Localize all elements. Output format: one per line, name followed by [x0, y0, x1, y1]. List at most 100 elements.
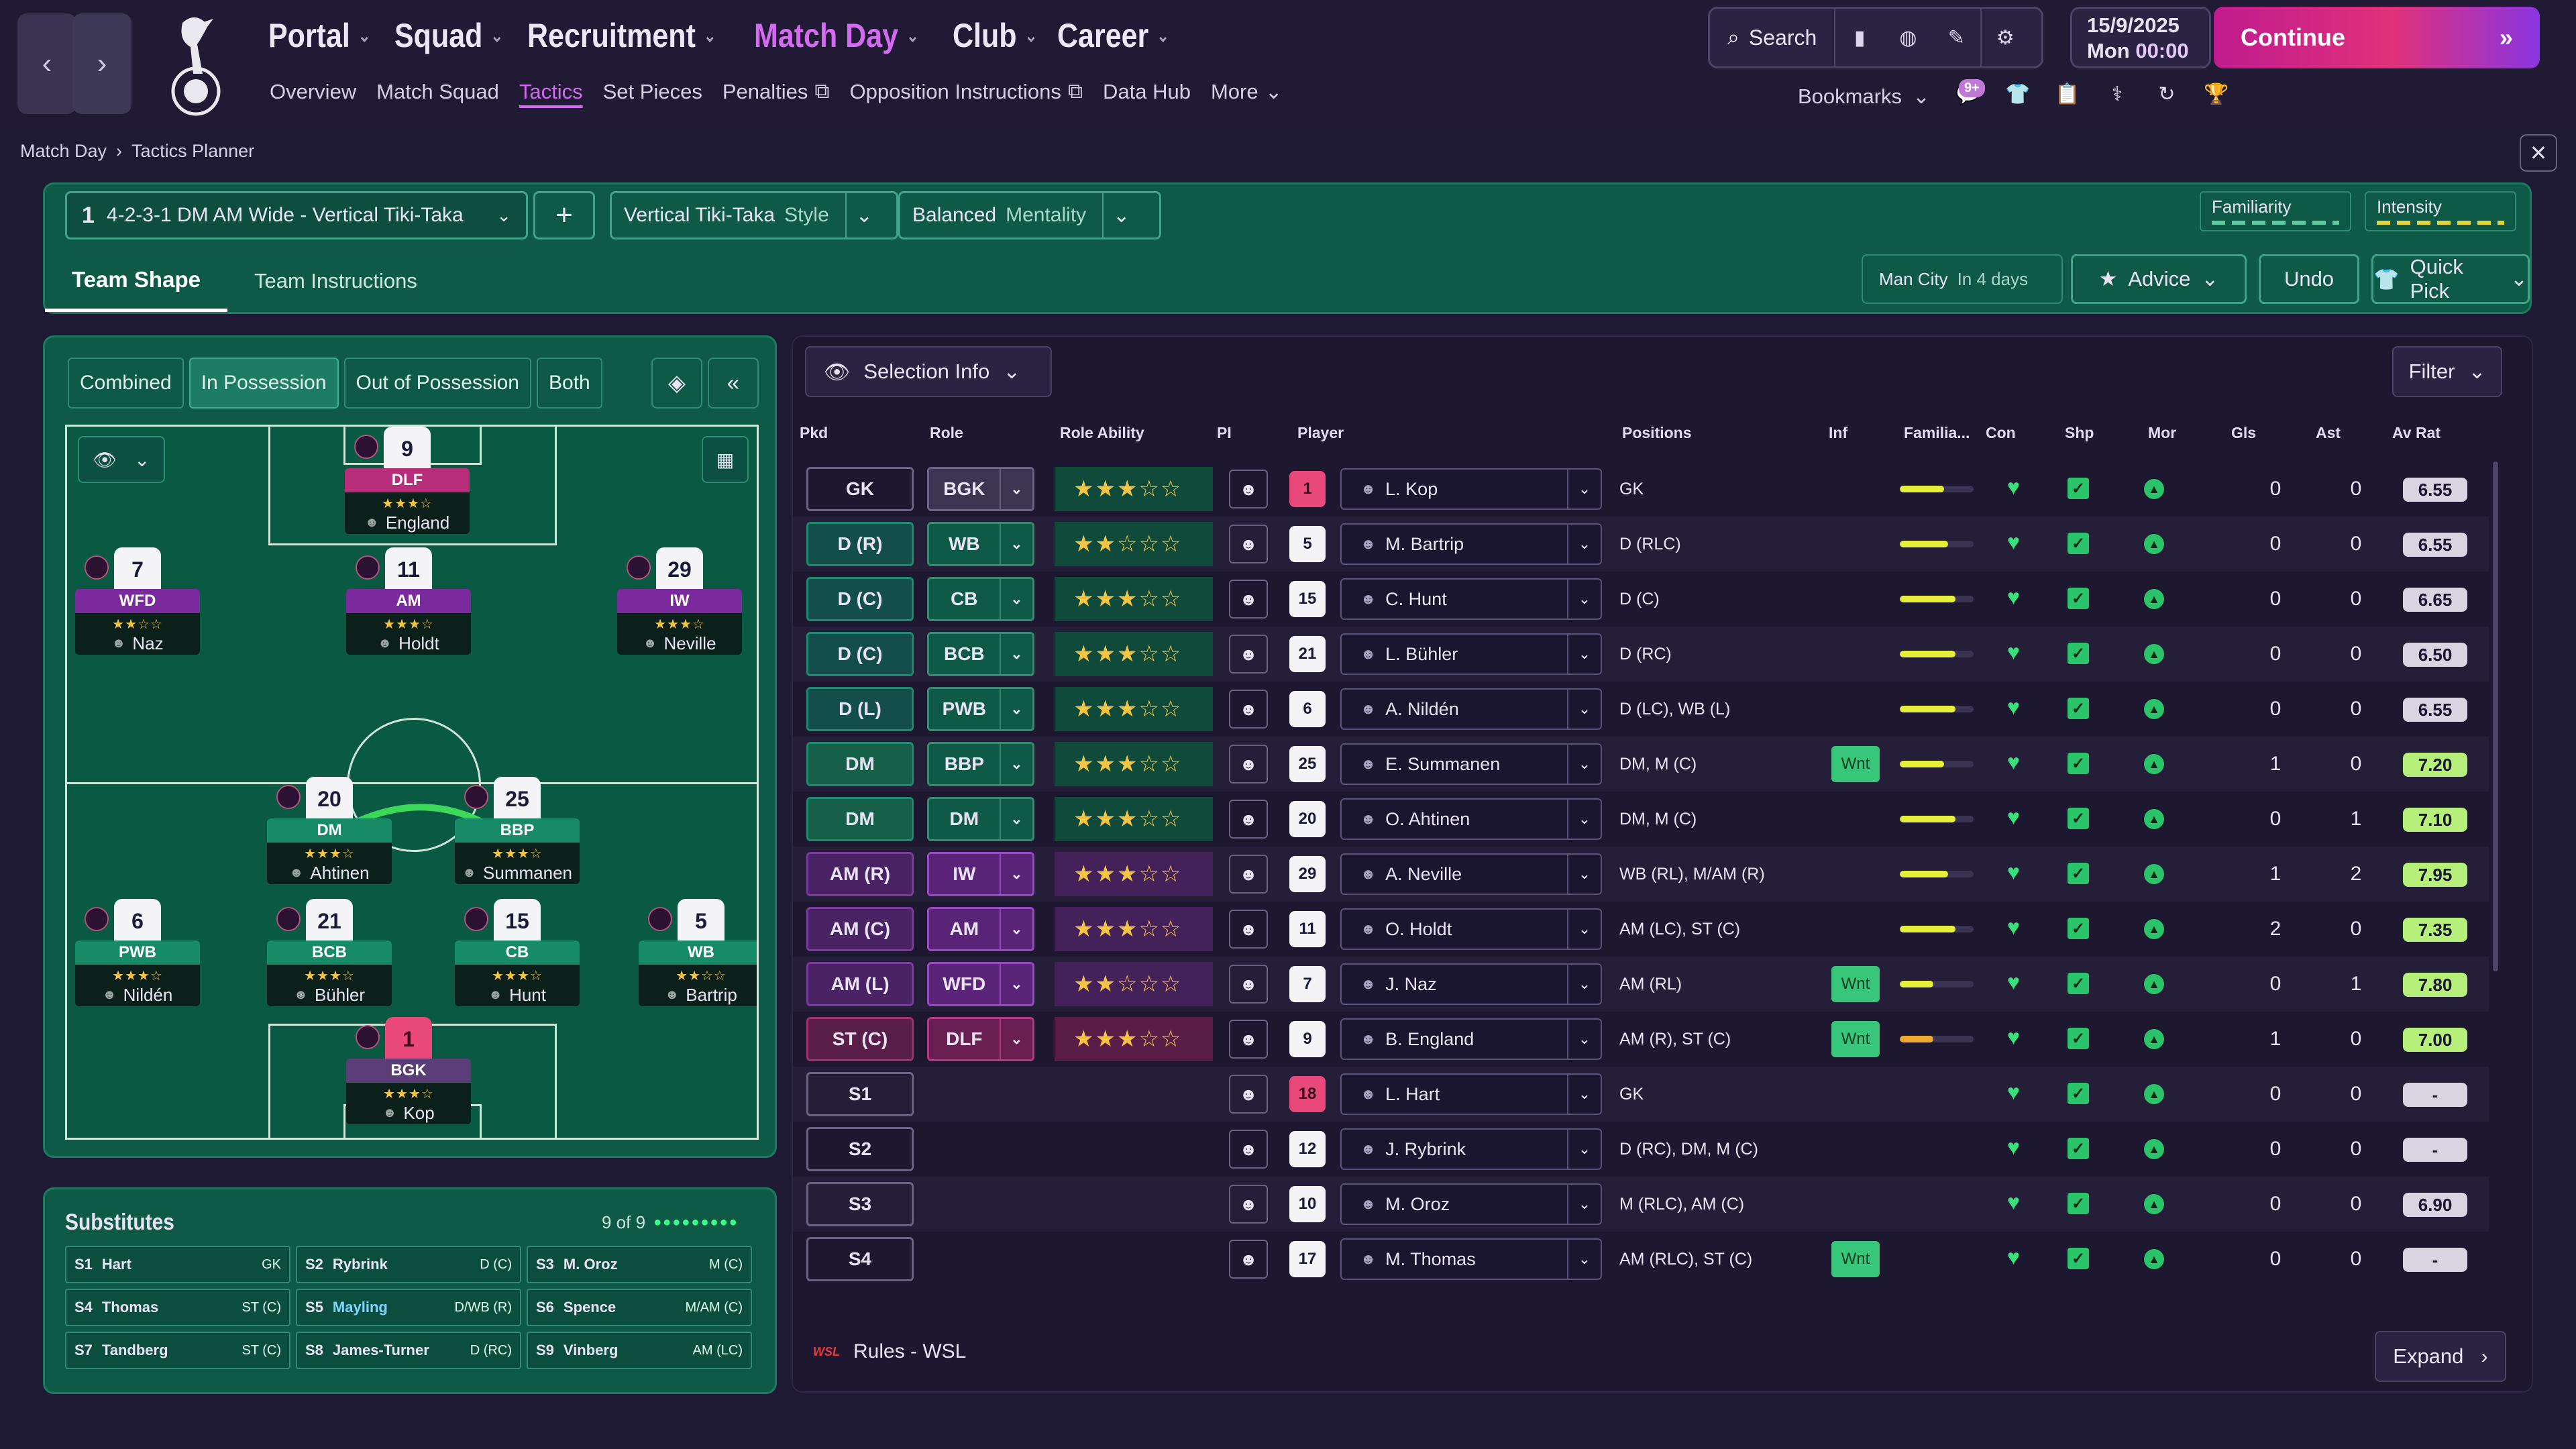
role-dropdown[interactable]: PWB ⌄ [927, 687, 1034, 731]
quick-pick-button[interactable]: 👕 Quick Pick ⌄ [2371, 254, 2530, 304]
clipboard-icon[interactable]: 📋 [2055, 83, 2080, 105]
substitute-slot[interactable]: S8 James-Turner D (RC) [296, 1332, 521, 1369]
nav-match-day[interactable]: Match Day ⌄ [754, 16, 919, 55]
notes-button[interactable]: ▮ [1835, 9, 1884, 66]
pitch-player[interactable]: 11 AM ★★★☆ ☻ Holdt [346, 547, 471, 668]
player-instructions-button[interactable]: ☻ [1229, 525, 1268, 564]
view-toggle[interactable]: 👁 ⌄ [78, 436, 165, 483]
picked-position[interactable]: AM (L) [806, 962, 914, 1006]
player-dropdown[interactable]: ☻ M. Thomas ⌄ [1340, 1238, 1602, 1280]
nav-career[interactable]: Career ⌄ [1057, 16, 1169, 55]
picked-position[interactable]: S2 [806, 1127, 914, 1171]
subnav-overview[interactable]: Overview [270, 79, 356, 104]
picked-position[interactable]: S4 [806, 1237, 914, 1281]
picked-position[interactable]: AM (R) [806, 852, 914, 896]
game-date[interactable]: 15/9/2025 Mon 00:00 [2070, 7, 2211, 68]
pitch-player[interactable]: 9 DLF ★★★☆ ☻ England [345, 427, 470, 547]
undo-button[interactable]: Undo [2259, 254, 2359, 304]
substitute-slot[interactable]: S4 Thomas ST (C) [65, 1289, 290, 1326]
pitch-player[interactable]: 25 BBP ★★★☆ ☻ Summanen [455, 777, 580, 898]
player-dropdown[interactable]: ☻ C. Hunt ⌄ [1340, 578, 1602, 620]
filter-button[interactable]: Filter ⌄ [2392, 346, 2502, 397]
player-dropdown[interactable]: ☻ A. Neville ⌄ [1340, 853, 1602, 895]
player-instructions-button[interactable]: ☻ [1229, 635, 1268, 674]
picked-position[interactable]: D (C) [806, 632, 914, 676]
add-tactic-button[interactable]: + [533, 191, 595, 239]
nav-club[interactable]: Club ⌄ [953, 16, 1037, 55]
role-dropdown[interactable]: BGK ⌄ [927, 467, 1034, 511]
col-positions[interactable]: Positions [1622, 424, 1692, 441]
picked-position[interactable]: D (C) [806, 577, 914, 621]
player-instructions-button[interactable]: ☻ [1229, 1240, 1268, 1279]
settings-button[interactable]: ⚙ [1980, 9, 2029, 66]
col-pkd[interactable]: Pkd [800, 424, 828, 441]
player-dropdown[interactable]: ☻ M. Bartrip ⌄ [1340, 523, 1602, 565]
col-familiarity[interactable]: Familia... [1904, 424, 1970, 441]
table-row[interactable]: DM BBP ⌄ ★★★☆☆ ☻ 25 ☻ E. Summanen ⌄ DM, M (C) Wnt ♥… [793, 737, 2489, 792]
role-dropdown[interactable]: DM ⌄ [927, 797, 1034, 841]
player-instructions-button[interactable]: ☻ [1229, 1185, 1268, 1224]
role-dropdown[interactable]: DLF ⌄ [927, 1017, 1034, 1061]
subnav-match-squad[interactable]: Match Squad [376, 79, 499, 104]
back-button[interactable]: ‹ [17, 13, 76, 114]
picked-position[interactable]: DM [806, 742, 914, 786]
pitch-player[interactable]: 15 CB ★★★☆ ☻ Hunt [455, 899, 580, 1020]
substitute-slot[interactable]: S1 Hart GK [65, 1246, 290, 1283]
world-button[interactable]: ◍ [1884, 9, 1932, 66]
pitch-player[interactable]: 1 BGK ★★★☆ ☻ Kop [346, 1017, 471, 1138]
pitch-player[interactable]: 29 IW ★★★☆ ☻ Neville [617, 547, 742, 668]
player-instructions-button[interactable]: ☻ [1229, 1075, 1268, 1114]
mode-both[interactable]: Both [537, 358, 602, 409]
advice-button[interactable]: ★ Advice ⌄ [2071, 254, 2247, 304]
search-button[interactable]: ⌕ Search [1710, 9, 1836, 66]
mode-in-possession[interactable]: In Possession [189, 358, 339, 409]
player-dropdown[interactable]: ☻ J. Naz ⌄ [1340, 963, 1602, 1005]
grid-toggle[interactable]: ▦ [702, 436, 749, 483]
player-instructions-button[interactable]: ☻ [1229, 580, 1268, 619]
player-dropdown[interactable]: ☻ B. England ⌄ [1340, 1018, 1602, 1060]
shirt-icon[interactable]: 👕 [2005, 83, 2031, 105]
role-dropdown[interactable]: BBP ⌄ [927, 742, 1034, 786]
edit-button[interactable]: ✎ [1932, 9, 1980, 66]
picked-position[interactable]: D (L) [806, 687, 914, 731]
col-pi[interactable]: PI [1217, 424, 1232, 441]
col-player[interactable]: Player [1297, 424, 1344, 441]
picked-position[interactable]: GK [806, 467, 914, 511]
table-row[interactable]: GK BGK ⌄ ★★★☆☆ ☻ 1 ☻ L. Kop ⌄ GK ♥ ✓ ▲ 0 0 6.55 [793, 462, 2489, 517]
player-dropdown[interactable]: ☻ O. Ahtinen ⌄ [1340, 798, 1602, 840]
nav-recruitment[interactable]: Recruitment ⌄ [527, 16, 716, 55]
pitch-player[interactable]: 5 WB ★★☆☆ ☻ Bartrip [639, 899, 757, 1020]
player-dropdown[interactable]: ☻ A. Nildén ⌄ [1340, 688, 1602, 730]
staff-icon[interactable]: ⚕ [2111, 83, 2123, 105]
table-row[interactable]: AM (L) WFD ⌄ ★★☆☆☆ ☻ 7 ☻ J. Naz ⌄ AM (RL) Wnt ♥ ✓ ▲ 0 1… [793, 957, 2489, 1012]
role-dropdown[interactable]: BCB ⌄ [927, 632, 1034, 676]
player-instructions-button[interactable]: ☻ [1229, 1130, 1268, 1169]
table-row[interactable]: AM (C) AM ⌄ ★★★☆☆ ☻ 11 ☻ O. Holdt ⌄ AM (LC), ST (… [793, 902, 2489, 957]
table-row[interactable]: S3 ☻ 10 ☻ M. Oroz ⌄ M (RLC), AM (C) ♥ ✓ ▲ 0 0 6.90 [793, 1177, 2489, 1232]
table-row[interactable]: S4 ☻ 17 ☻ M. Thomas ⌄ AM (RLC), ST (C) Wnt ♥ ✓ ▲ 0 0… [793, 1232, 2489, 1287]
role-dropdown[interactable]: IW ⌄ [927, 852, 1034, 896]
player-instructions-button[interactable]: ☻ [1229, 910, 1268, 949]
table-row[interactable]: D (R) WB ⌄ ★★☆☆☆ ☻ 5 ☻ M. Bartrip ⌄ D (RLC) ♥ ✓ ▲ 0 0 6… [793, 517, 2489, 572]
picked-position[interactable]: D (R) [806, 522, 914, 566]
role-dropdown[interactable]: WFD ⌄ [927, 962, 1034, 1006]
player-instructions-button[interactable]: ☻ [1229, 1020, 1268, 1059]
subnav-opposition-instructions[interactable]: Opposition Instructions ⧉ [850, 79, 1083, 104]
tactic-selector[interactable]: 1 4-2-3-1 DM AM Wide - Vertical Tiki-Tak… [65, 191, 528, 239]
table-row[interactable]: D (C) BCB ⌄ ★★★☆☆ ☻ 21 ☻ L. Bühler ⌄ D (RC) ♥ ✓ ▲ 0 0 6… [793, 627, 2489, 682]
col-con[interactable]: Con [1986, 424, 2016, 441]
col-gls[interactable]: Gls [2231, 424, 2257, 441]
close-button[interactable]: ✕ [2520, 134, 2557, 172]
tab-team-instructions[interactable]: Team Instructions [254, 269, 417, 292]
picked-position[interactable]: AM (C) [806, 907, 914, 951]
col-av-rat[interactable]: Av Rat [2392, 424, 2440, 441]
role-dropdown[interactable]: CB ⌄ [927, 577, 1034, 621]
continue-button[interactable]: Continue » [2214, 7, 2540, 68]
player-dropdown[interactable]: ☻ L. Hart ⌄ [1340, 1073, 1602, 1115]
pitch-player[interactable]: 20 DM ★★★☆ ☻ Ahtinen [267, 777, 392, 898]
table-row[interactable]: AM (R) IW ⌄ ★★★☆☆ ☻ 29 ☻ A. Neville ⌄ WB (RL), M/… [793, 847, 2489, 902]
nav-portal[interactable]: Portal ⌄ [268, 16, 371, 55]
player-dropdown[interactable]: ☻ M. Oroz ⌄ [1340, 1183, 1602, 1225]
substitute-slot[interactable]: S6 Spence M/AM (C) [527, 1289, 752, 1326]
forward-button[interactable]: › [72, 13, 131, 114]
